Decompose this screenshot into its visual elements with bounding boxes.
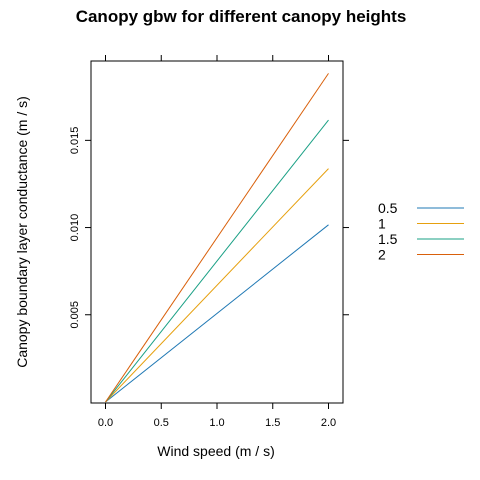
chart-title: Canopy gbw for different canopy heights [76, 7, 407, 26]
x-tick-label: 2.0 [321, 417, 336, 429]
legend-label: 1 [378, 216, 386, 232]
y-axis: 0.005 0.010 0.015 [69, 127, 349, 329]
x-tick-label: 1.5 [265, 417, 280, 429]
series-line-1 [105, 168, 329, 403]
x-axis-label: Wind speed (m / s) [157, 443, 274, 459]
series-lines [105, 73, 329, 403]
plot-frame [90, 60, 344, 404]
y-axis-label: Canopy boundary layer conductance (m / s… [14, 96, 30, 368]
legend-label: 2 [378, 247, 386, 263]
legend: 0.511.52 [378, 200, 464, 263]
y-tick-label: 0.015 [69, 127, 81, 155]
series-line-1-5 [105, 119, 329, 403]
x-axis: 0.0 0.5 1.0 1.5 2.0 [98, 55, 336, 429]
y-tick-label: 0.005 [69, 301, 81, 329]
x-tick-label: 0.0 [98, 417, 113, 429]
series-line-0-5 [105, 224, 329, 403]
x-tick-label: 1.0 [209, 417, 224, 429]
y-tick-label: 0.010 [69, 214, 81, 242]
series-line-2 [105, 73, 329, 403]
legend-label: 1.5 [378, 231, 398, 247]
x-tick-label: 0.5 [154, 417, 169, 429]
legend-label: 0.5 [378, 200, 398, 216]
